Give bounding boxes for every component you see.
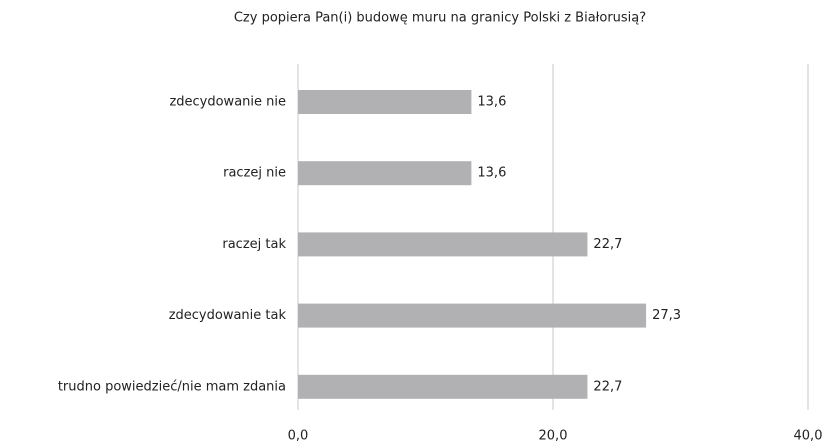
bar — [298, 161, 472, 186]
data-label: 22,7 — [593, 379, 622, 394]
bar — [298, 232, 588, 257]
data-label: 27,3 — [652, 308, 681, 323]
chart-title: Czy popiera Pan(i) budowę muru na granic… — [234, 11, 646, 26]
x-tick-label: 20,0 — [539, 429, 568, 444]
data-label: 13,6 — [477, 95, 506, 110]
y-tick-label: zdecydowanie nie — [169, 95, 286, 110]
x-tick-label: 40,0 — [794, 429, 823, 444]
y-tick-label: raczej tak — [222, 237, 286, 252]
bar — [298, 90, 472, 114]
x-tick-label: 0,0 — [288, 429, 309, 444]
bar — [298, 303, 647, 328]
y-tick-label: zdecydowanie tak — [169, 308, 287, 323]
data-label: 13,6 — [477, 166, 506, 181]
bar — [298, 374, 588, 399]
y-tick-label: raczej nie — [223, 166, 286, 181]
data-label: 22,7 — [593, 237, 622, 252]
y-tick-label: trudno powiedzieć/nie mam zdania — [58, 379, 286, 394]
